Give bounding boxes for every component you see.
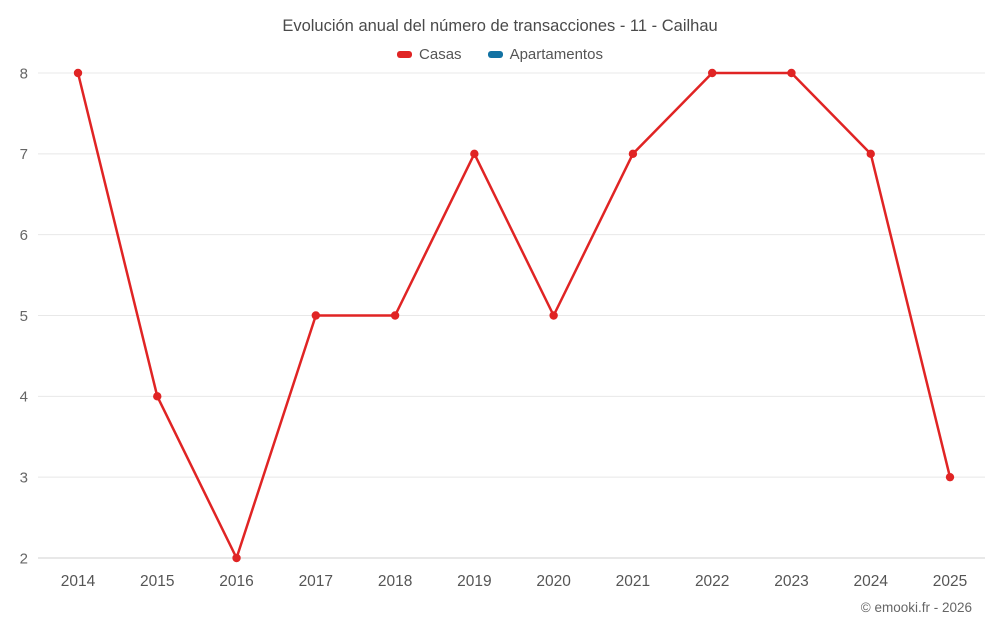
- legend-item-casas[interactable]: Casas: [397, 46, 462, 63]
- data-point-casas-2017[interactable]: [311, 311, 321, 320]
- x-axis-tick-label: 2017: [299, 573, 333, 590]
- legend-label-apartamentos: Apartamentos: [509, 46, 603, 63]
- legend-item-apartamentos[interactable]: Apartamentos: [487, 46, 603, 63]
- data-point-casas-2024[interactable]: [866, 149, 875, 159]
- legend-marker-apartamentos-icon: [487, 51, 503, 58]
- data-point-casas-2014[interactable]: [73, 68, 83, 78]
- data-point-casas-2022[interactable]: [707, 68, 717, 78]
- data-point-casas-2023[interactable]: [787, 68, 796, 78]
- x-axis-tick-label: 2023: [774, 573, 808, 590]
- legend-marker-casas-icon: [397, 51, 413, 58]
- y-axis-tick-label: 3: [20, 469, 28, 486]
- y-axis-tick-label: 4: [20, 389, 28, 406]
- data-point-casas-2015[interactable]: [153, 392, 162, 401]
- data-point-casas-2021[interactable]: [628, 149, 638, 159]
- x-axis-tick-label: 2018: [378, 573, 412, 590]
- x-axis-tick-label: 2025: [933, 573, 967, 590]
- x-axis-tick-label: 2014: [61, 573, 96, 590]
- chart-credit: © emooki.fr - 2026: [860, 600, 972, 615]
- data-point-casas-2016[interactable]: [232, 553, 241, 563]
- y-axis-tick-label: 5: [20, 308, 28, 325]
- x-axis-tick-label: 2021: [616, 573, 650, 590]
- data-point-casas-2025[interactable]: [945, 472, 955, 482]
- x-axis-tick-label: 2016: [219, 573, 253, 590]
- chart-title: Evolución anual del número de transaccio…: [282, 17, 718, 35]
- data-point-casas-2018[interactable]: [390, 311, 400, 320]
- x-axis-tick-label: 2020: [536, 573, 571, 590]
- y-axis-tick-label: 2: [20, 550, 28, 567]
- data-point-casas-2019[interactable]: [470, 149, 479, 159]
- y-axis-tick-label: 7: [20, 146, 28, 163]
- y-axis-tick-label: 8: [20, 65, 28, 82]
- x-axis-tick-label: 2022: [695, 573, 729, 590]
- legend-label-casas: Casas: [419, 46, 462, 63]
- x-axis-tick-label: 2015: [140, 573, 174, 590]
- chart-legend: Casas Apartamentos: [0, 46, 1000, 63]
- x-axis-tick-label: 2019: [457, 573, 491, 590]
- series-line-casas: [76, 71, 952, 560]
- data-point-casas-2020[interactable]: [549, 311, 558, 320]
- x-axis-tick-label: 2024: [853, 573, 888, 590]
- y-axis-tick-label: 6: [20, 227, 28, 244]
